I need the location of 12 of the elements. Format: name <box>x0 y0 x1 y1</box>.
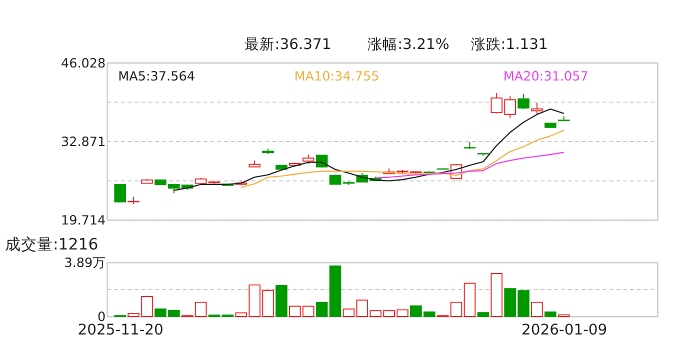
y-tick-label: 19.714 <box>60 214 106 229</box>
text: 涨幅:3.21% <box>368 36 450 54</box>
y-tick-label: 3.89万 <box>64 256 106 271</box>
y-tick-label: 32.871 <box>60 134 106 150</box>
text: 最新:36.371 <box>244 36 332 54</box>
x-tick-label: 2026-01-09 <box>522 322 608 339</box>
text: MA10:34.755 <box>294 70 380 85</box>
y-tick-label: 46.028 <box>60 56 106 72</box>
text: MA5:37.564 <box>118 70 195 85</box>
text: 涨跌:1.131 <box>470 36 548 54</box>
chart-title: 成交量:1216 <box>4 234 98 254</box>
text: MA20:31.057 <box>503 70 588 85</box>
